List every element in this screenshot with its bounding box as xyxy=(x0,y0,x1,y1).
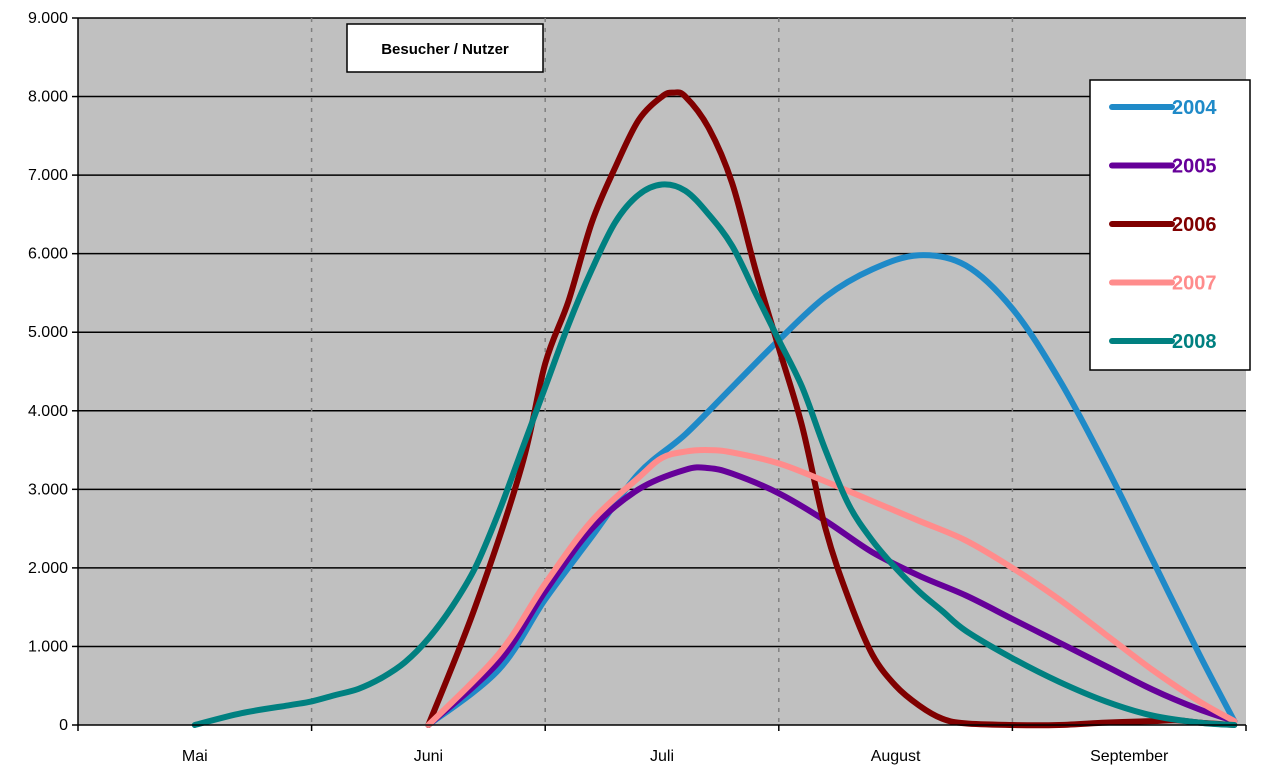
y-tick-label: 2.000 xyxy=(28,560,68,577)
grid-layer xyxy=(78,17,1246,725)
chart-title-box: Besucher / Nutzer xyxy=(346,23,544,73)
series-line-2004 xyxy=(425,252,1238,728)
series-line-2008 xyxy=(191,181,1238,728)
y-tick-label: 7.000 xyxy=(28,167,68,184)
y-tick-label: 8.000 xyxy=(28,89,68,106)
legend-label-2005: 2005 xyxy=(1172,156,1217,178)
legend-label-2006: 2006 xyxy=(1172,214,1217,236)
y-tick-label: 1.000 xyxy=(28,638,68,655)
y-tick-label: 3.000 xyxy=(28,481,68,498)
y-tick-label: 0 xyxy=(59,717,68,734)
x-tick-label: August xyxy=(871,748,921,765)
legend-label-2007: 2007 xyxy=(1172,273,1217,295)
x-tick-label: Juli xyxy=(650,748,674,765)
series-line-2005 xyxy=(425,464,1238,728)
chart-title: Besucher / Nutzer xyxy=(381,41,509,58)
plot-area xyxy=(78,18,1246,725)
y-tick-label: 6.000 xyxy=(28,246,68,263)
x-tick-label: Mai xyxy=(182,748,208,765)
x-tick-label: September xyxy=(1090,748,1169,765)
x-tick-label: Juni xyxy=(414,748,443,765)
legend-label-2004: 2004 xyxy=(1172,97,1217,119)
axes-layer: 0 1.000 2.000 3.000 4.000 5.000 6.000 7.000 8.00… xyxy=(28,10,1247,765)
y-tick-label: 5.000 xyxy=(28,324,68,341)
legend: 2004 2005 2006 2007 2008 xyxy=(1089,79,1251,371)
y-tick-label: 9.000 xyxy=(28,10,68,27)
legend-label-2008: 2008 xyxy=(1172,331,1217,353)
y-tick-label: 4.000 xyxy=(28,403,68,420)
series-line-2007 xyxy=(425,447,1238,728)
